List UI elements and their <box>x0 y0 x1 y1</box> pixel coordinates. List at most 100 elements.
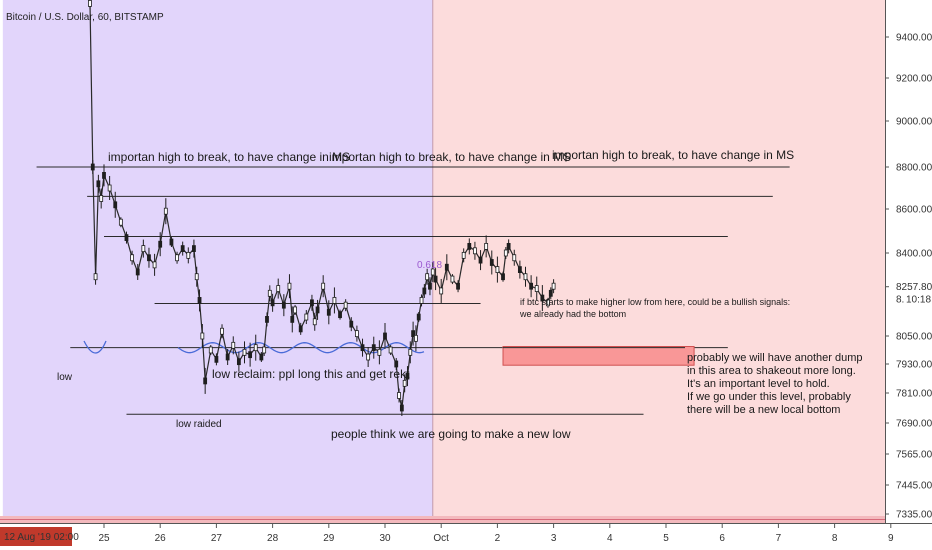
annotation-low: low <box>57 372 73 383</box>
candle-body <box>503 249 508 257</box>
x-tick-label: Oct <box>433 533 449 544</box>
candle-body <box>433 275 438 283</box>
candle-body <box>99 195 104 202</box>
candle-body <box>422 287 427 295</box>
candle-body <box>281 301 286 309</box>
candle-body <box>456 282 460 290</box>
candle-body <box>414 334 418 342</box>
candle-body <box>242 348 247 356</box>
annotation-low-raided: low raided <box>176 419 222 430</box>
fib-0618-label: 0.618 <box>417 260 442 271</box>
candle-body <box>214 355 219 363</box>
candle-body <box>546 299 550 307</box>
dump-zone-box[interactable] <box>502 346 695 366</box>
candle-body <box>354 330 359 338</box>
annotation-higher-low: if btc starts to make higher low from he… <box>520 297 790 307</box>
candle-body <box>411 330 416 338</box>
candle-body <box>113 201 118 209</box>
candle-body <box>310 299 314 307</box>
candle-body <box>343 301 348 309</box>
x-tick-label: 28 <box>267 533 279 544</box>
candle-body <box>270 299 275 307</box>
candle-body <box>236 358 241 366</box>
candle-body <box>118 218 123 226</box>
candle-body <box>517 266 522 274</box>
candle-body <box>383 332 387 340</box>
period-label: 8. <box>896 295 904 306</box>
candle-body <box>501 273 505 281</box>
x-tick-label: 6 <box>719 533 725 544</box>
candle-body <box>265 315 269 323</box>
annotation-dump-1: probably we will have another dump <box>687 352 863 364</box>
candle-body <box>405 372 410 380</box>
annotation-ms-high-2: importan high to break, to have change i… <box>329 150 571 164</box>
candle-body <box>135 268 140 276</box>
candle-body <box>124 234 129 242</box>
candle-body <box>360 344 365 352</box>
candle-body <box>220 327 224 335</box>
y-tick-label: 9000.00 <box>896 117 932 128</box>
candle-body <box>203 377 208 385</box>
candle-body <box>96 180 101 188</box>
candle-body <box>315 306 320 314</box>
annotation-dump-2: in this area to shakeout more long. <box>687 365 856 377</box>
annotation-ms-high-3: importan high to break, to have change i… <box>552 148 794 162</box>
x-tick-label: 25 <box>98 533 110 544</box>
x-tick-label: 8 <box>832 533 838 544</box>
candle-body <box>107 184 112 192</box>
candle-body <box>312 318 317 326</box>
background-region-1 <box>432 0 885 523</box>
candle-body <box>428 282 432 290</box>
y-tick-label: 8400.00 <box>896 249 932 260</box>
candle-body <box>534 285 539 292</box>
candle-body <box>338 311 342 319</box>
candle-body <box>495 266 500 274</box>
candle-body <box>388 346 393 354</box>
candle-body <box>90 163 95 171</box>
y-tick-label: 7565.00 <box>896 450 932 461</box>
candle-body <box>484 242 489 250</box>
candle-body <box>506 242 511 250</box>
x-tick-label: 5 <box>663 533 669 544</box>
y-tick-label: 7445.00 <box>896 481 932 492</box>
candle-body <box>450 275 455 283</box>
candle-body <box>326 308 331 316</box>
candle-body <box>402 379 407 387</box>
candle-body <box>523 273 528 281</box>
x-axis-panel <box>0 528 932 550</box>
candle-body <box>461 251 466 259</box>
annotation-low-reclaim: low reclaim: ppl long this and get rekt <box>212 367 410 381</box>
candle-body <box>194 273 199 281</box>
candle-body <box>349 320 354 328</box>
candle-body <box>416 313 421 321</box>
candle-body <box>366 353 371 361</box>
x-tick-label: 29 <box>323 533 335 544</box>
candle-body <box>147 254 151 262</box>
candle-body <box>425 273 430 281</box>
current-price-label: 8257.80 <box>896 282 932 293</box>
candle-body <box>304 313 309 321</box>
candle-body <box>197 297 202 304</box>
annotation-dump-3: It's an important level to hold. <box>687 378 830 390</box>
candle-body <box>529 282 534 290</box>
date-badge[interactable] <box>0 527 72 546</box>
y-tick-label: 8050.00 <box>896 332 932 343</box>
candle-body <box>430 268 435 276</box>
annotation-new-low: people think we are going to make a new … <box>331 427 571 441</box>
y-tick-label: 7810.00 <box>896 389 932 400</box>
candle-body <box>158 240 163 248</box>
annotation-dump-5: there will be a new local bottom <box>687 404 840 416</box>
candle-body <box>287 282 292 290</box>
candle-body <box>200 332 205 340</box>
candle-body <box>419 297 424 304</box>
candle-body <box>290 315 295 323</box>
candle-body <box>163 207 168 215</box>
candle-body <box>467 242 472 250</box>
candle-body <box>321 282 326 290</box>
candle-body <box>152 261 157 269</box>
low-u-curve <box>83 340 107 354</box>
candle-body <box>298 325 303 333</box>
candle-body <box>93 273 98 281</box>
x-tick-label: 7 <box>776 533 782 544</box>
